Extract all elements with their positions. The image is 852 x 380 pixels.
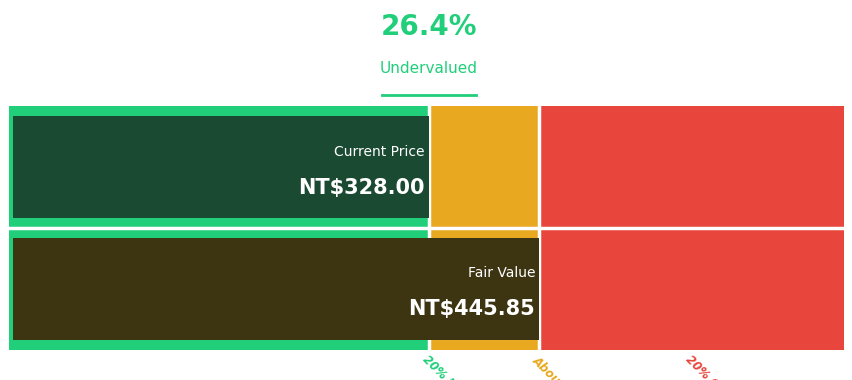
Text: 26.4%: 26.4% bbox=[380, 13, 477, 41]
Text: About Right: About Right bbox=[530, 353, 595, 380]
Bar bbox=[429, 106, 538, 350]
Bar bbox=[13, 116, 429, 218]
Text: Current Price: Current Price bbox=[334, 145, 424, 159]
Text: 20% Undervalued: 20% Undervalued bbox=[419, 353, 510, 380]
Text: 20% Overvalued: 20% Overvalued bbox=[682, 353, 767, 380]
Bar bbox=[9, 106, 429, 350]
Text: NT$328.00: NT$328.00 bbox=[298, 177, 424, 198]
Text: Undervalued: Undervalued bbox=[379, 61, 477, 76]
Bar bbox=[13, 238, 538, 340]
Text: NT$445.85: NT$445.85 bbox=[408, 299, 534, 319]
Bar bbox=[538, 106, 843, 350]
Text: Fair Value: Fair Value bbox=[467, 266, 534, 280]
